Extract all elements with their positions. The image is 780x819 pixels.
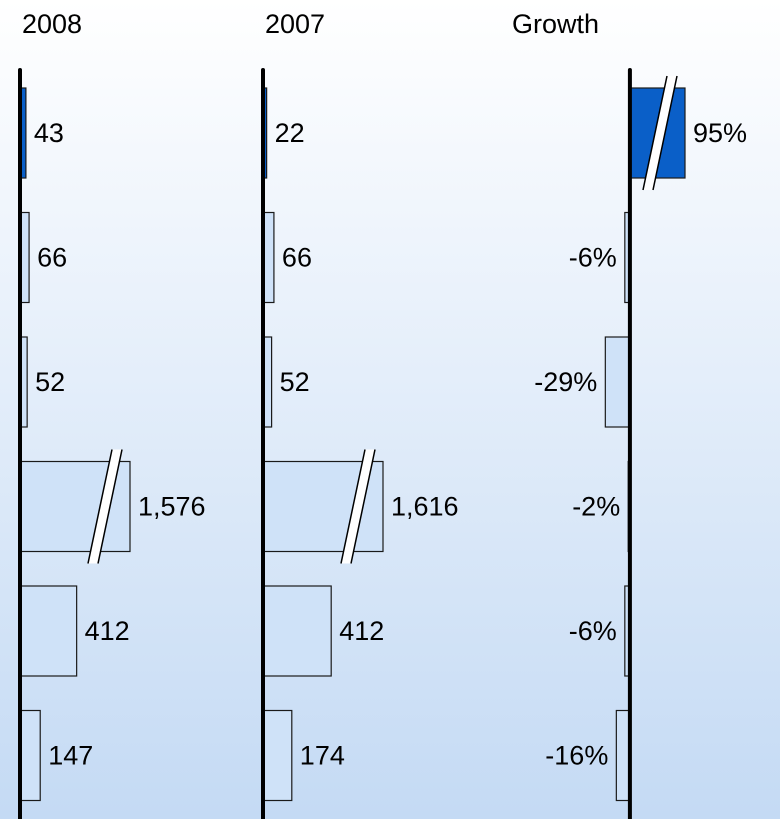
break-line	[642, 75, 668, 191]
value-label: 147	[48, 741, 93, 771]
value-label: -6%	[569, 616, 617, 646]
bar	[615, 709, 631, 802]
bar	[262, 709, 293, 802]
value-label: 66	[37, 243, 67, 273]
bar	[19, 585, 78, 677]
break-mark	[341, 449, 375, 564]
value-label: 412	[85, 616, 130, 646]
value-label: 412	[339, 616, 384, 646]
bar	[19, 709, 41, 802]
panel-title: 2007	[265, 9, 325, 39]
break-line	[350, 449, 376, 564]
bar	[262, 585, 332, 677]
break-line	[87, 449, 113, 564]
value-label: -2%	[572, 492, 620, 522]
break-line	[652, 75, 678, 191]
break-mark	[643, 76, 677, 190]
value-label: 1,576	[138, 492, 206, 522]
value-label: 52	[280, 367, 310, 397]
break-line	[340, 449, 366, 564]
value-label: 52	[35, 367, 65, 397]
value-label: -6%	[569, 243, 617, 273]
value-label: 174	[300, 741, 345, 771]
value-label: -16%	[545, 741, 608, 771]
break-mark	[88, 449, 122, 564]
break-line	[97, 449, 123, 564]
value-label: 66	[282, 243, 312, 273]
value-label: 1,616	[391, 492, 459, 522]
bar	[604, 336, 631, 428]
panel-title: 2008	[22, 9, 82, 39]
panel-title: Growth	[512, 9, 599, 39]
value-label: -29%	[534, 367, 597, 397]
value-label: 43	[34, 118, 64, 148]
value-label: 95%	[693, 118, 747, 148]
value-label: 22	[275, 118, 305, 148]
